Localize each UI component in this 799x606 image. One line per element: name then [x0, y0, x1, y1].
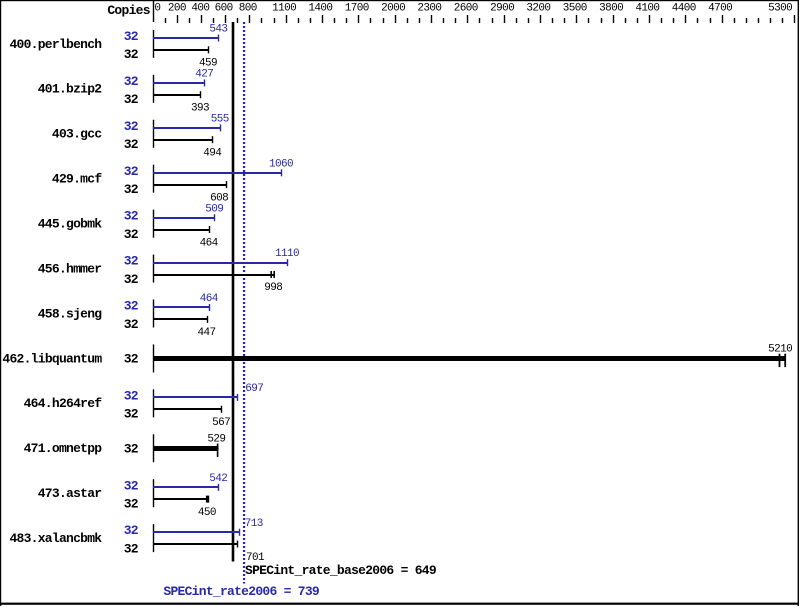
svg-text:608: 608: [210, 192, 228, 204]
svg-text:32: 32: [124, 523, 139, 538]
svg-text:1700: 1700: [345, 3, 369, 15]
svg-text:5210: 5210: [768, 344, 792, 356]
svg-text:Copies: Copies: [107, 3, 150, 18]
svg-text:600: 600: [215, 3, 233, 15]
svg-text:3500: 3500: [563, 3, 587, 15]
svg-text:2900: 2900: [490, 3, 514, 15]
svg-text:3200: 3200: [526, 3, 550, 15]
svg-text:555: 555: [211, 114, 229, 126]
svg-text:2300: 2300: [417, 3, 441, 15]
svg-text:32: 32: [124, 317, 139, 332]
svg-text:32: 32: [124, 497, 139, 512]
svg-text:32: 32: [124, 299, 139, 314]
svg-text:32: 32: [124, 407, 139, 422]
svg-text:32: 32: [124, 227, 139, 242]
svg-text:567: 567: [212, 417, 230, 429]
svg-text:462.libquantum: 462.libquantum: [2, 351, 102, 366]
svg-text:32: 32: [124, 442, 139, 457]
svg-text:1110: 1110: [275, 248, 299, 260]
svg-text:401.bzip2: 401.bzip2: [38, 82, 103, 97]
svg-text:445.gobmk: 445.gobmk: [38, 217, 103, 232]
svg-text:32: 32: [124, 352, 139, 367]
svg-text:403.gcc: 403.gcc: [52, 127, 102, 142]
svg-text:2000: 2000: [381, 3, 405, 15]
svg-text:1400: 1400: [308, 3, 332, 15]
svg-text:32: 32: [124, 47, 139, 62]
svg-text:697: 697: [245, 383, 263, 395]
svg-text:464.h264ref: 464.h264ref: [24, 396, 103, 411]
svg-text:SPECint_rate2006 = 739: SPECint_rate2006 = 739: [163, 584, 319, 599]
svg-text:32: 32: [124, 254, 139, 269]
svg-text:494: 494: [203, 148, 222, 160]
svg-text:4400: 4400: [672, 3, 696, 15]
svg-text:0: 0: [154, 3, 160, 15]
svg-text:32: 32: [124, 272, 139, 287]
svg-text:3800: 3800: [599, 3, 623, 15]
svg-text:456.hmmer: 456.hmmer: [38, 261, 102, 276]
svg-text:471.omnetpp: 471.omnetpp: [24, 441, 103, 456]
svg-text:32: 32: [124, 137, 139, 152]
svg-text:400: 400: [191, 3, 209, 15]
svg-text:32: 32: [124, 29, 139, 44]
svg-text:800: 800: [239, 3, 257, 15]
svg-text:5300: 5300: [768, 3, 792, 15]
svg-text:400.perlbench: 400.perlbench: [9, 37, 102, 52]
svg-text:713: 713: [245, 518, 263, 530]
svg-text:32: 32: [124, 209, 139, 224]
svg-text:32: 32: [124, 541, 139, 556]
svg-text:32: 32: [124, 182, 139, 197]
svg-text:32: 32: [124, 164, 139, 179]
svg-text:529: 529: [207, 434, 225, 446]
svg-text:1100: 1100: [272, 3, 296, 15]
svg-text:473.astar: 473.astar: [38, 486, 102, 501]
svg-text:458.sjeng: 458.sjeng: [38, 306, 103, 321]
svg-text:393: 393: [191, 103, 209, 115]
svg-text:32: 32: [124, 74, 139, 89]
svg-text:4700: 4700: [708, 3, 732, 15]
svg-text:459: 459: [199, 58, 217, 70]
svg-text:543: 543: [209, 24, 227, 36]
svg-text:4100: 4100: [635, 3, 659, 15]
svg-text:1060: 1060: [269, 158, 293, 170]
svg-text:509: 509: [205, 203, 223, 215]
svg-text:32: 32: [124, 92, 139, 107]
svg-text:998: 998: [264, 282, 282, 294]
svg-text:32: 32: [124, 388, 139, 403]
svg-text:483.xalancbmk: 483.xalancbmk: [9, 531, 102, 546]
svg-text:200: 200: [168, 3, 186, 15]
svg-text:701: 701: [246, 552, 265, 564]
svg-text:427: 427: [195, 69, 213, 81]
svg-text:429.mcf: 429.mcf: [52, 172, 102, 187]
svg-text:SPECint_rate_base2006 = 649: SPECint_rate_base2006 = 649: [245, 563, 437, 578]
svg-text:542: 542: [209, 473, 227, 485]
svg-text:32: 32: [124, 119, 139, 134]
svg-text:2600: 2600: [454, 3, 478, 15]
svg-text:32: 32: [124, 478, 139, 493]
svg-text:447: 447: [197, 327, 215, 339]
svg-text:464: 464: [200, 237, 219, 249]
svg-text:464: 464: [200, 293, 219, 305]
svg-text:450: 450: [198, 507, 216, 519]
